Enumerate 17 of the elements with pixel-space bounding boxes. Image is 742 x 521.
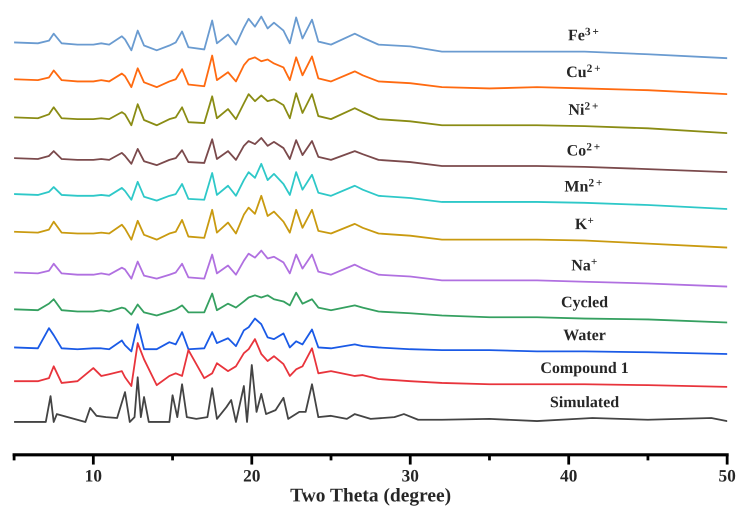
x-tick-label: 40 [560, 470, 577, 482]
x-tick-label: 50 [719, 470, 736, 482]
series-label: Simulated [550, 396, 619, 408]
x-tick-label: 30 [402, 470, 418, 482]
x-tick-label: 10 [86, 470, 102, 482]
series-label: Cu$^{2+}$ [566, 64, 600, 78]
series-label: Co$^{2+}$ [567, 142, 600, 156]
series-label: Ni$^{2+}$ [568, 102, 598, 115]
series-label: K$^{+}$ [575, 218, 594, 230]
x-axis-title: Two Theta (degree) [290, 488, 450, 506]
series-label: Compound 1 [541, 362, 628, 376]
series-label: Cycled [562, 296, 608, 311]
series-label: Water [563, 330, 606, 340]
x-tick-label: 20 [244, 470, 260, 482]
series-label: Na$^{+}$ [572, 258, 597, 271]
series-label: Fe$^{3+}$ [568, 28, 598, 40]
series-label: Mn$^{2+}$ [564, 178, 602, 192]
